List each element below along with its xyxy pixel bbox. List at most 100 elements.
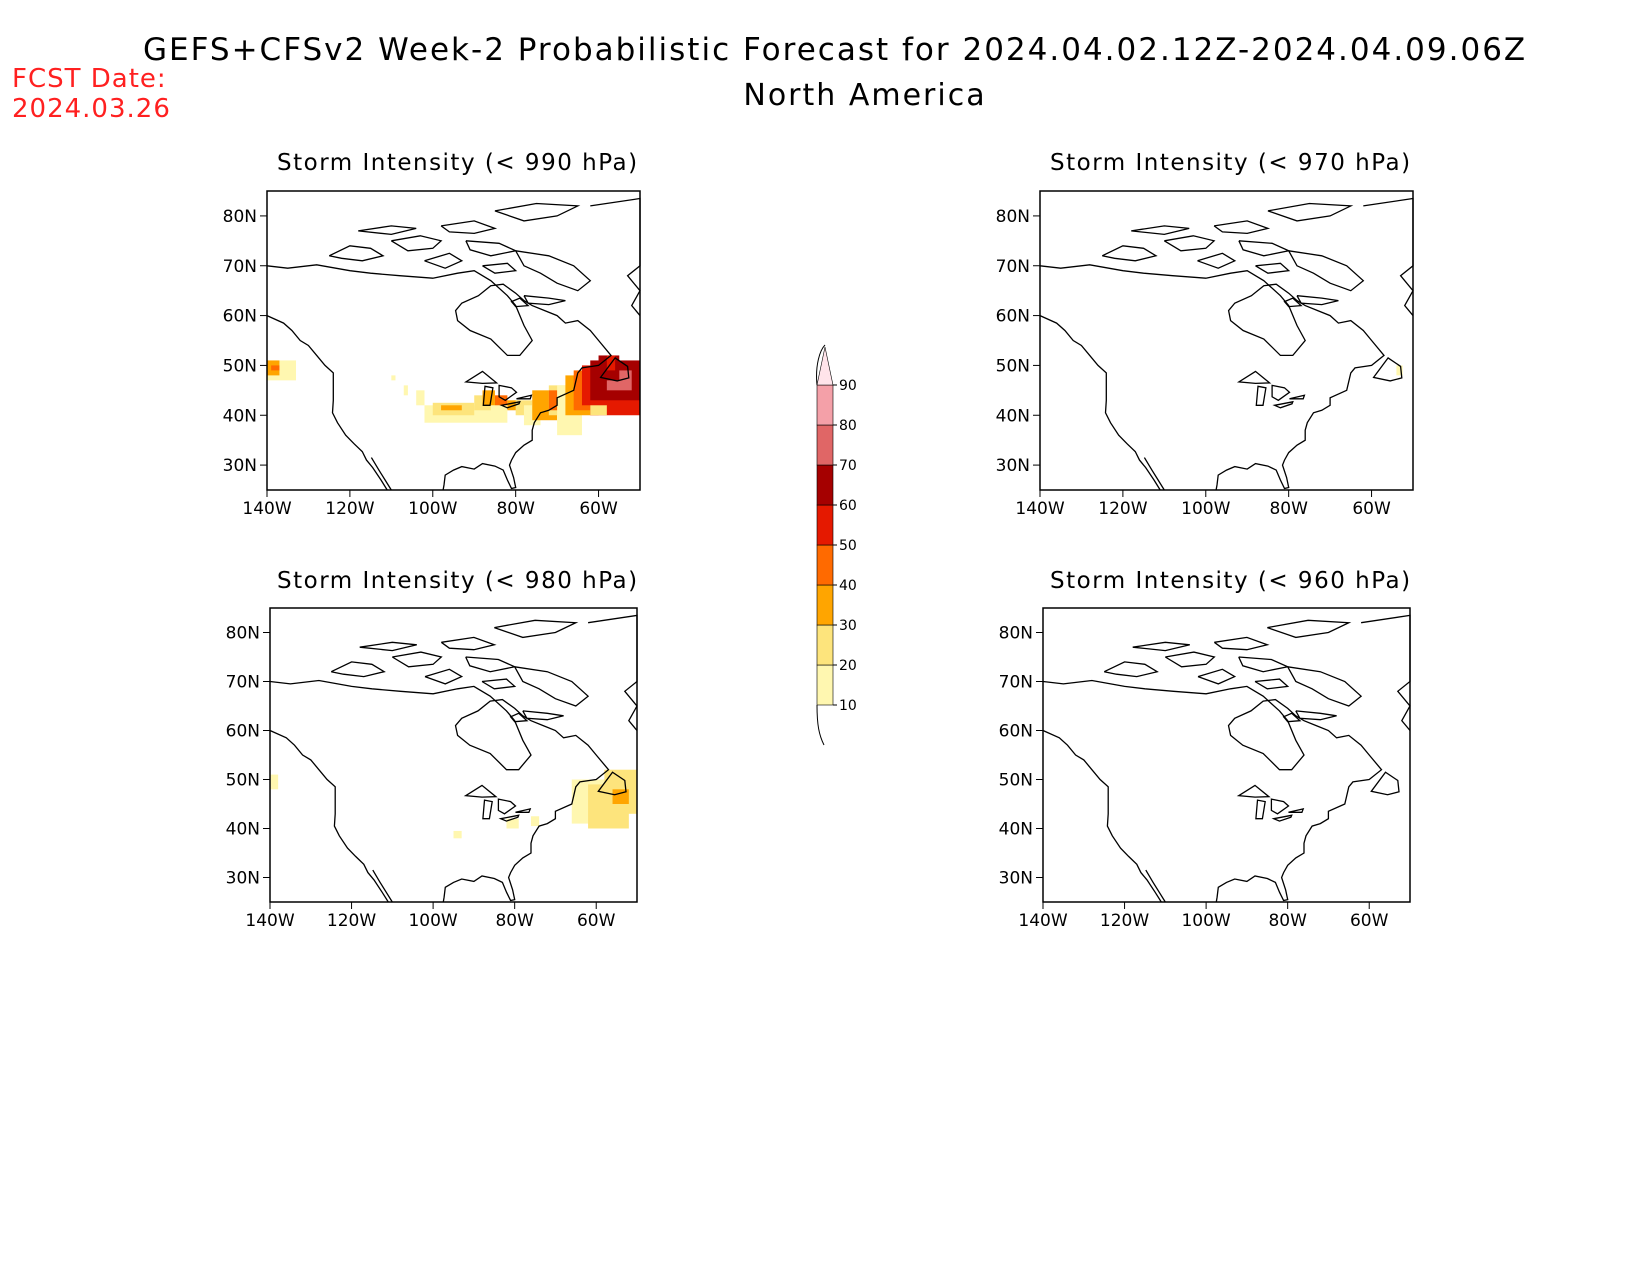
lat-tick-label: 40N [223,406,257,426]
lat-tick-label: 80N [999,624,1033,644]
arctic-island [1267,619,1352,639]
probability-cell [403,385,408,396]
lon-tick-label: 140W [245,911,294,931]
lat-tick-label: 80N [996,207,1030,227]
coastline-west [1039,315,1161,491]
colorbar-segment [816,504,834,546]
lon-tick-label: 100W [1181,499,1230,519]
colorbar-segment [816,664,834,706]
arctic-island [590,197,641,317]
coastline-east [1042,679,1383,903]
lat-tick-label: 80N [223,207,257,227]
great-lake [1288,807,1305,813]
arctic-island [390,235,443,252]
arctic-island [494,619,579,639]
arctic-island [330,661,386,678]
lat-tick-label: 30N [996,456,1030,476]
lon-tick-label: 60W [579,499,618,519]
great-lake [1271,814,1293,822]
colorbar-outline-bottom [816,704,825,746]
hudson-island [510,297,530,308]
lon-tick-label: 60W [577,911,616,931]
arctic-island [1197,668,1237,685]
colorbar-segment [816,384,834,426]
arctic-island [1101,245,1158,262]
colorbar-label: 60 [839,498,857,514]
lon-tick-label: 80W [496,499,535,519]
great-lake [1236,370,1272,385]
arctic-island [391,651,443,668]
lat-tick-label: 70N [226,673,260,693]
arctic-island [1296,295,1339,306]
coastlines [1042,614,1411,903]
panel-title-960: Storm Intensity (< 960 hPa) [1050,568,1412,594]
colorbar-outline-top [816,344,826,386]
coastline-east [266,264,612,491]
lon-tick-label: 100W [1181,911,1230,931]
colorbar-segment [816,464,834,506]
probability-cell [441,405,462,411]
arctic-island [481,678,517,690]
map-frame [269,607,638,903]
lat-tick-label: 70N [996,257,1030,277]
map-frame [1039,190,1414,491]
probability-cell [590,405,607,416]
colorbar-label: 30 [839,618,857,634]
lat-tick-label: 30N [223,456,257,476]
arctic-island [328,245,385,262]
lat-tick-label: 40N [226,820,260,840]
lat-tick-label: 30N [999,869,1033,889]
coastline-gulf-of-california [370,457,392,491]
probability-field [1396,365,1403,376]
lon-tick-label: 140W [242,499,291,519]
lon-tick-label: 60W [1352,499,1391,519]
arctic-island [482,262,518,274]
arctic-island [1295,710,1337,721]
colorbar-segment [816,584,834,626]
colorbar-segment [816,544,834,586]
arctic-island [358,225,417,236]
coastline-gulf-of-california [1143,457,1165,491]
great-lake [497,798,517,815]
arctic-island [1288,250,1365,292]
newfoundland [599,357,630,382]
lon-tick-label: 80W [495,911,534,931]
arctic-island [1163,235,1216,252]
probability-cell [612,789,629,804]
arctic-island [1287,666,1363,707]
lat-tick-label: 60N [999,722,1033,742]
newfoundland [1370,771,1400,796]
lon-tick-label: 120W [325,499,374,519]
arctic-island [1361,614,1411,731]
lon-tick-label: 100W [408,499,457,519]
great-lake [499,400,521,409]
lat-tick-label: 50N [996,356,1030,376]
map-frame [266,190,641,491]
lat-tick-label: 50N [223,356,257,376]
probability-cell [506,818,519,829]
great-lake [1272,400,1294,409]
lat-tick-label: 40N [996,406,1030,426]
probability-cell [530,816,540,827]
lat-tick-label: 50N [999,771,1033,791]
lon-tick-label: 140W [1018,911,1067,931]
arctic-island [440,636,497,651]
fcst-date-value: 2024.03.26 [12,94,171,124]
arctic-island [359,641,417,652]
coastline-west [266,315,388,491]
coastlines [1039,197,1414,491]
colorbar-label: 80 [839,418,857,434]
great-lake [1255,385,1267,406]
arctic-island [1238,656,1290,673]
great-lake [1271,384,1291,402]
lon-tick-label: 140W [1015,499,1064,519]
coastline-gulf-of-california [372,869,393,903]
arctic-island [1103,661,1159,678]
colorbar-label: 40 [839,578,857,594]
arctic-island [514,666,590,707]
colorbar-top-cap [816,346,834,386]
lat-tick-label: 40N [999,820,1033,840]
great-lake [498,384,518,402]
fcst-date-label: FCST Date: [12,64,167,94]
coastline-east [269,679,610,903]
